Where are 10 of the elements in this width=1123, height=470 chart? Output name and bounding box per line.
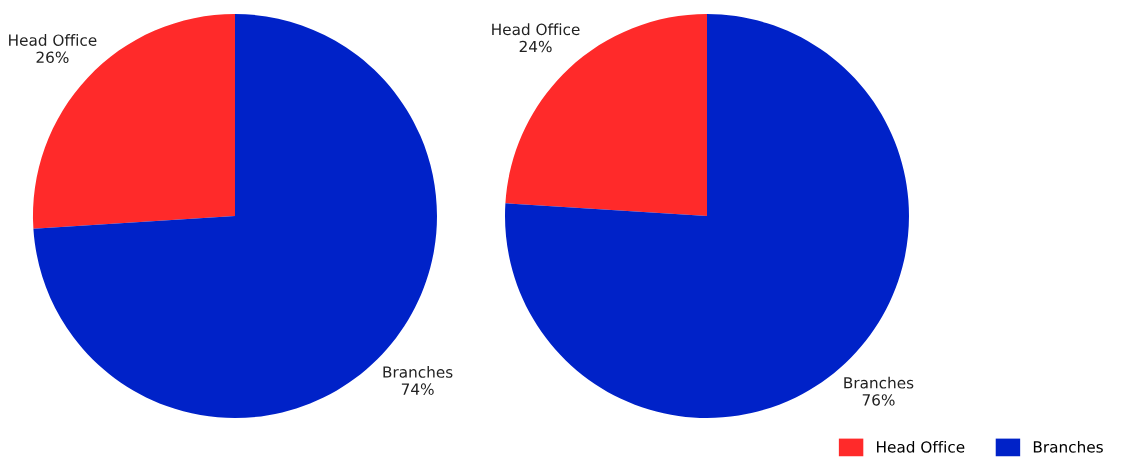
slice-label: Head Office	[9, 34, 97, 46]
slice-label: Branches	[844, 376, 914, 389]
slice-label: Head Office	[492, 23, 580, 36]
data-label: 74%	[401, 383, 434, 395]
data-label: 76%	[862, 394, 895, 406]
slice-label: Branches	[383, 365, 453, 378]
data-label: 26%	[36, 51, 69, 64]
data-label: 24%	[519, 40, 552, 53]
legend-label: Branches	[1033, 440, 1103, 453]
legend-label: Head Office	[877, 440, 965, 453]
